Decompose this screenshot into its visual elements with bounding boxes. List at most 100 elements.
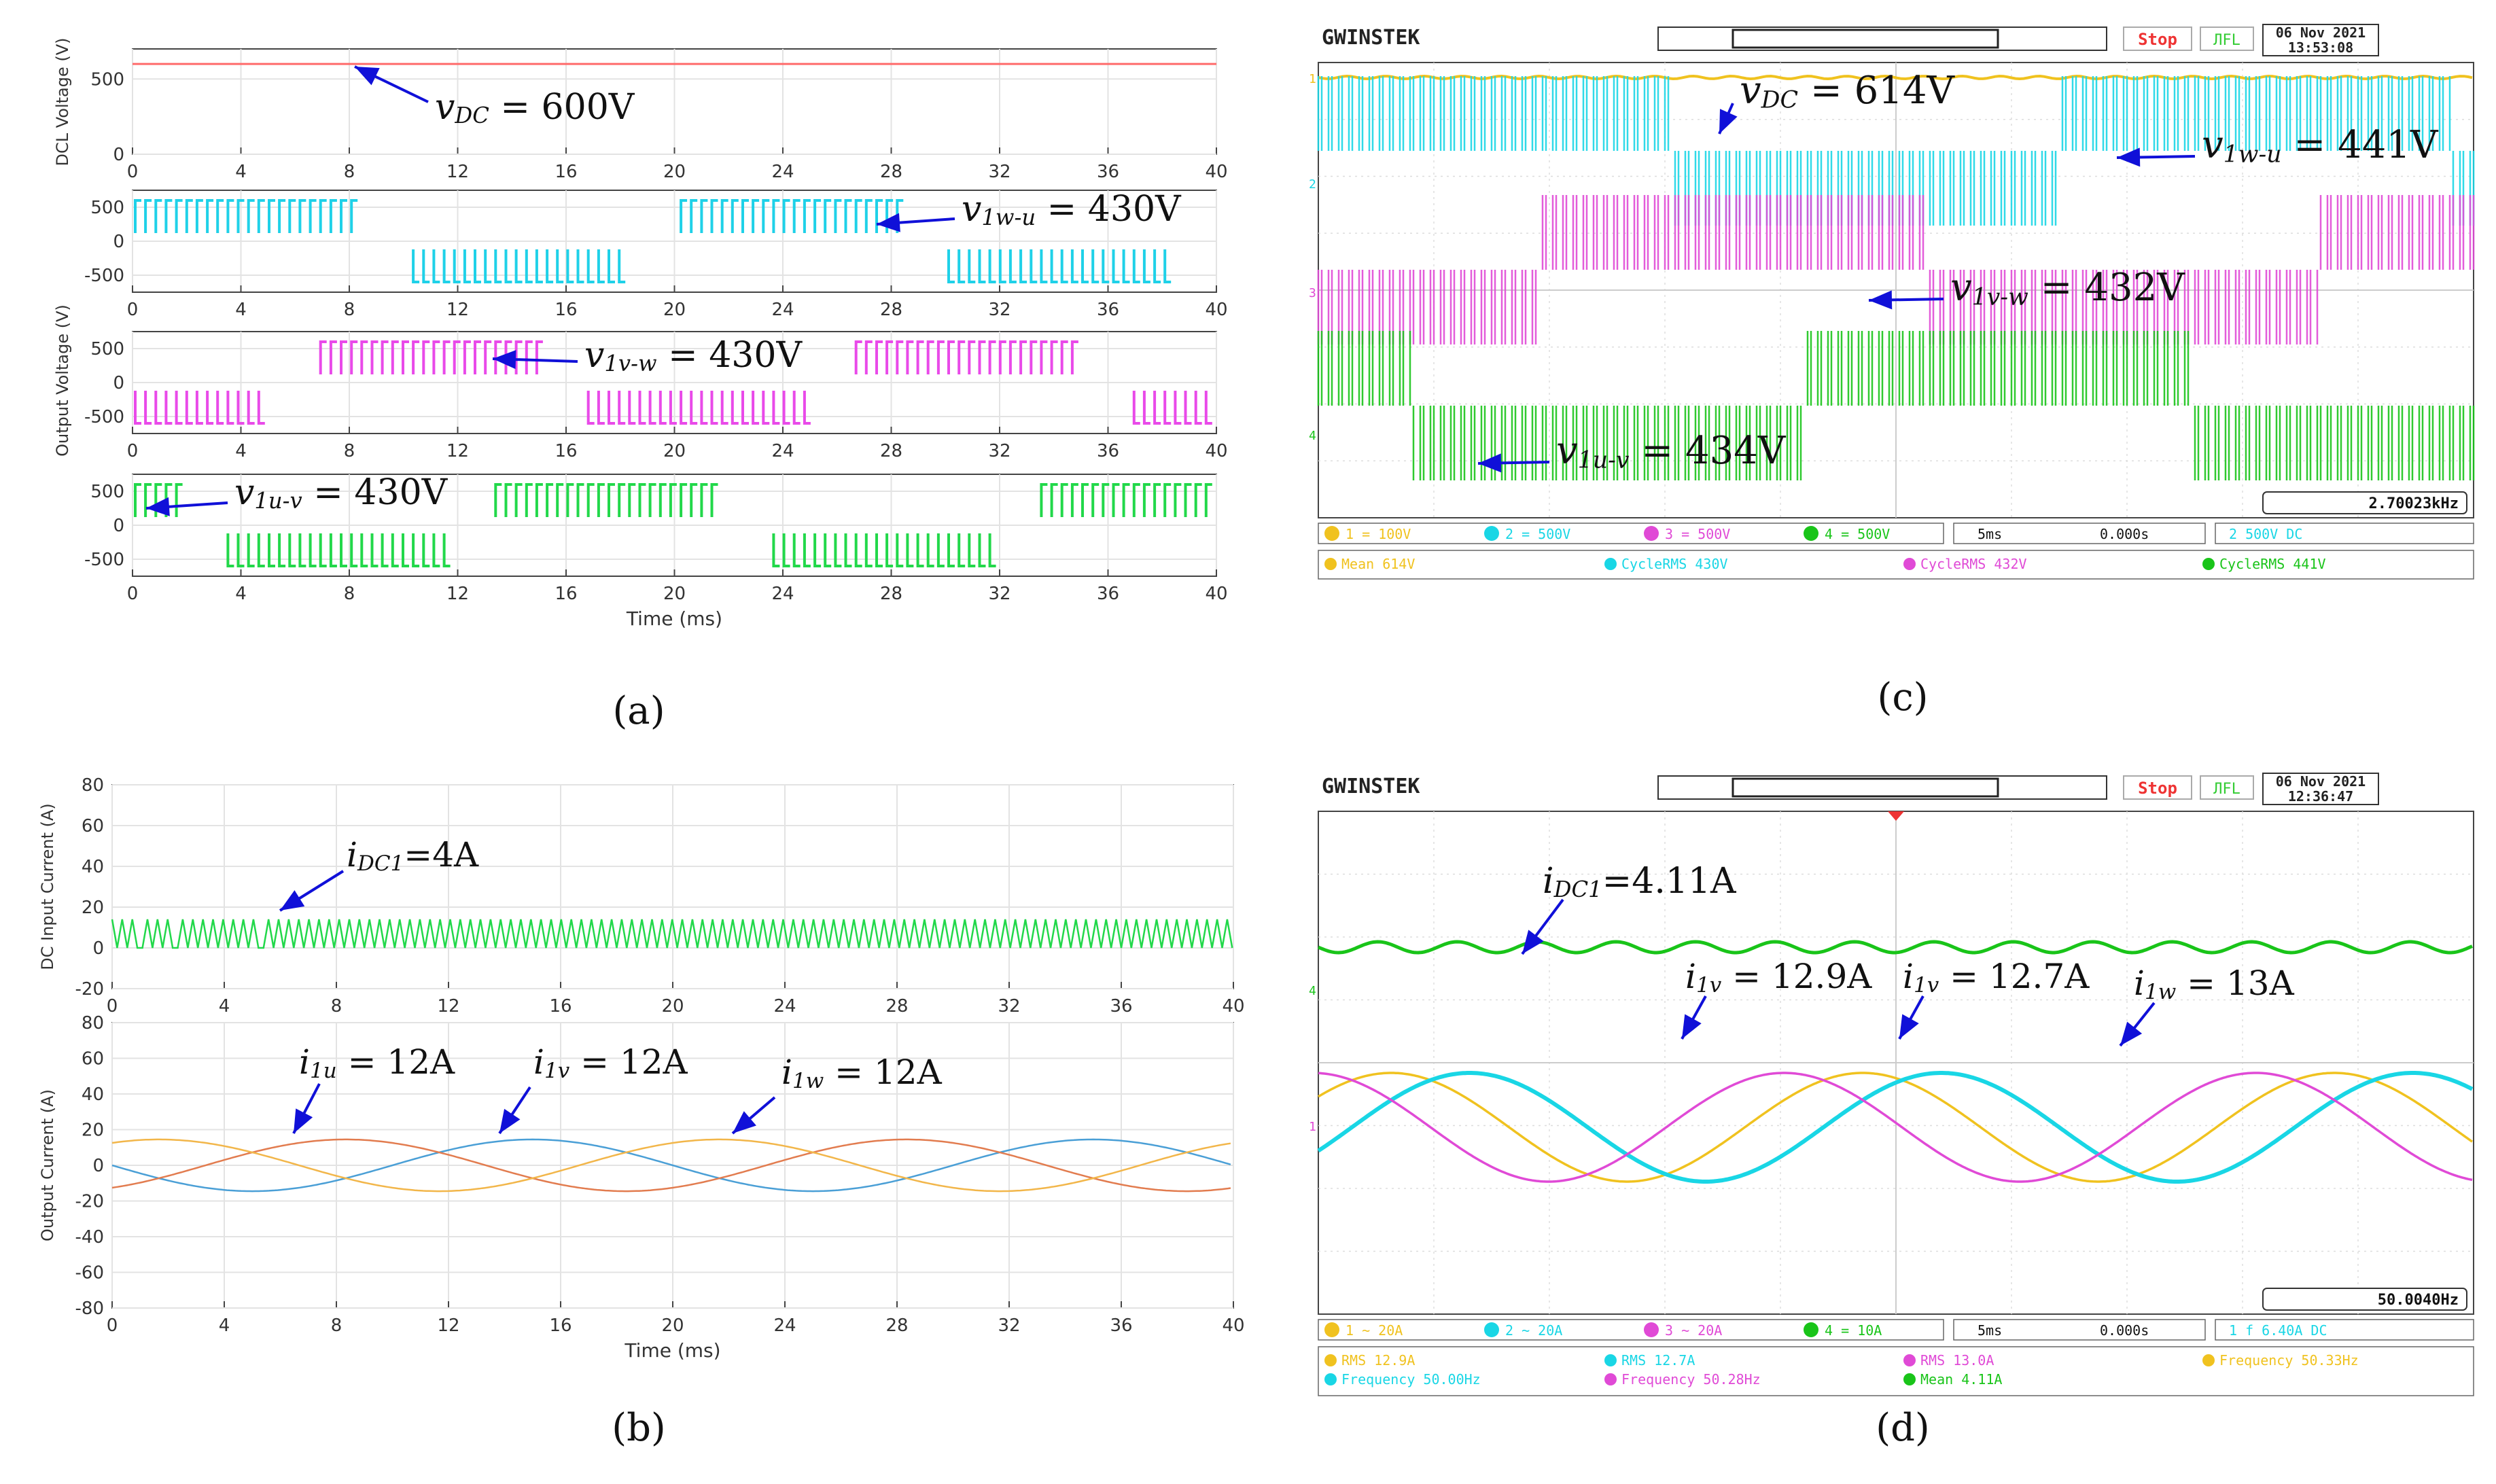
- scope-channel-dot: [1644, 526, 1659, 541]
- x-tick-label: 16: [549, 996, 572, 1017]
- scope-channel-setting: 1 = 100V: [1346, 526, 1411, 542]
- x-tick-label: 8: [331, 996, 342, 1017]
- scope-channel-dot: [1324, 526, 1339, 541]
- y-tick-label: 20: [82, 1120, 104, 1141]
- x-tick-label: 4: [235, 441, 247, 461]
- x-tick-label: 28: [880, 441, 902, 461]
- x-tick-label: 40: [1222, 996, 1244, 1017]
- annotation-arrow: [292, 1083, 321, 1134]
- scope-measure-dot: [2202, 1354, 2215, 1366]
- annotation-arrow: [492, 350, 578, 370]
- trigger-marker: [1888, 811, 1904, 821]
- annotation-arrow: [876, 213, 955, 232]
- x-tick-label: 40: [1205, 441, 1227, 461]
- series-output-current-1: [111, 1138, 1231, 1192]
- annotation-label: i1w = 12A: [781, 1053, 943, 1093]
- scope-time-box: [1953, 523, 2206, 544]
- x-tick-label: 12: [446, 584, 469, 604]
- scope-channel-row: [1318, 523, 1944, 544]
- scope-measure: CycleRMS 441V: [2219, 556, 2326, 572]
- scope-datetime-box: [2262, 24, 2379, 56]
- scope-measure: RMS 13.0A: [1920, 1352, 1994, 1368]
- x-tick-label: 36: [1110, 996, 1132, 1017]
- x-tick-label: 24: [773, 996, 796, 1017]
- y-tick-label: 500: [90, 198, 124, 218]
- y-tick-label: -500: [84, 407, 124, 427]
- y-axis-label: Output Current (A): [38, 1089, 57, 1241]
- x-tick-label: 4: [235, 300, 247, 320]
- y-tick-label: 500: [90, 69, 124, 90]
- x-tick-label: 28: [880, 162, 902, 182]
- y-axis-label-output-voltage: Output Voltage (V): [53, 304, 72, 457]
- y-tick-label: 60: [82, 1049, 104, 1070]
- scope-measure-dot: [1324, 1354, 1337, 1366]
- scope-measure: Mean 4.11A: [1920, 1371, 2002, 1388]
- series-pwm: [134, 340, 1212, 425]
- annotation-label: vDC = 614V: [1740, 69, 1955, 114]
- scope-trigger-box: [2200, 775, 2254, 800]
- series-output-current-2: [111, 1138, 1231, 1192]
- scope-measure: Frequency 50.00Hz: [1341, 1371, 1481, 1388]
- x-tick-label: 24: [771, 441, 794, 461]
- trace-v1w-u: [1317, 76, 2475, 226]
- scope-channel-setting: 2 = 500V: [1505, 526, 1570, 542]
- x-tick-label: 24: [771, 584, 794, 604]
- scope-freq: 2.70023kHz: [2369, 495, 2459, 512]
- x-tick-label: 32: [988, 162, 1010, 182]
- y-tick-label: -60: [75, 1263, 104, 1284]
- x-tick-label: 40: [1205, 300, 1227, 320]
- scope-freq: 50.0040Hz: [2378, 1292, 2459, 1309]
- scope-channel-row: [1318, 1319, 1944, 1341]
- scope-measure-dot: [2202, 558, 2215, 570]
- y-tick-label: 500: [90, 339, 124, 359]
- x-tick-label: 8: [331, 1315, 342, 1336]
- y-tick-label: 0: [92, 938, 104, 959]
- x-tick-label: 32: [998, 996, 1020, 1017]
- scope-channel-dot: [1324, 1322, 1339, 1337]
- y-tick-label: -20: [75, 979, 104, 1000]
- x-tick-label: 20: [661, 1315, 684, 1336]
- x-tick-label: 36: [1097, 584, 1119, 604]
- x-tick-label: 4: [235, 162, 247, 182]
- scope-stop-box: [2123, 26, 2192, 51]
- scope-channel-dot: [1644, 1322, 1659, 1337]
- series-idc1: [111, 919, 1233, 949]
- y-tick-label: 0: [113, 145, 124, 165]
- scope-channel-setting: 3 ~ 20A: [1665, 1322, 1722, 1339]
- annotation-arrow: [1681, 995, 1707, 1040]
- x-tick-label: 20: [663, 300, 686, 320]
- y-tick-label: 0: [113, 232, 124, 252]
- scope-stop-box: [2123, 775, 2192, 800]
- annotation-arrow: [1521, 898, 1564, 955]
- scope-measure: Frequency 50.33Hz: [2219, 1352, 2359, 1368]
- annotation-label: v1v-w = 430V: [584, 335, 803, 376]
- y-tick-label: -500: [84, 266, 124, 286]
- x-tick-label: 4: [235, 584, 247, 604]
- annotation-arrow: [145, 497, 228, 516]
- y-tick-label: 500: [90, 482, 124, 502]
- y-tick-label: 80: [82, 775, 104, 796]
- scope-measure: Mean 614V: [1341, 556, 1415, 572]
- scope-channel-setting: 3 = 500V: [1665, 526, 1730, 542]
- y-tick-label: 40: [82, 1084, 104, 1105]
- x-axis-label: Time (ms): [624, 1339, 720, 1362]
- x-tick-label: 0: [107, 996, 118, 1017]
- channel-marker: 2: [1309, 177, 1316, 192]
- scope-timebase: 5ms: [1978, 1322, 2002, 1339]
- scope-freq-box: [2262, 491, 2467, 514]
- annotation-arrow: [2119, 1002, 2156, 1047]
- x-tick-label: 16: [555, 162, 577, 182]
- x-tick-label: 16: [555, 584, 577, 604]
- annotation-label: i1w = 13A: [2134, 964, 2295, 1004]
- channel-marker: 1: [1309, 72, 1316, 86]
- x-tick-label: 0: [127, 300, 139, 320]
- annotation-label: vDC = 600V: [435, 87, 635, 128]
- x-tick-label: 8: [344, 584, 355, 604]
- scope-time: 12:36:47: [2288, 788, 2353, 805]
- x-tick-label: 16: [555, 441, 577, 461]
- x-tick-label: 36: [1097, 300, 1119, 320]
- x-tick-label: 28: [880, 300, 902, 320]
